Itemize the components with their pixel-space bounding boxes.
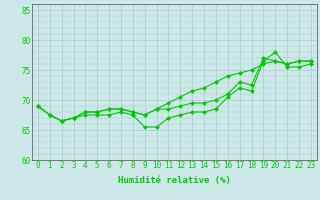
X-axis label: Humidité relative (%): Humidité relative (%) <box>118 176 231 185</box>
